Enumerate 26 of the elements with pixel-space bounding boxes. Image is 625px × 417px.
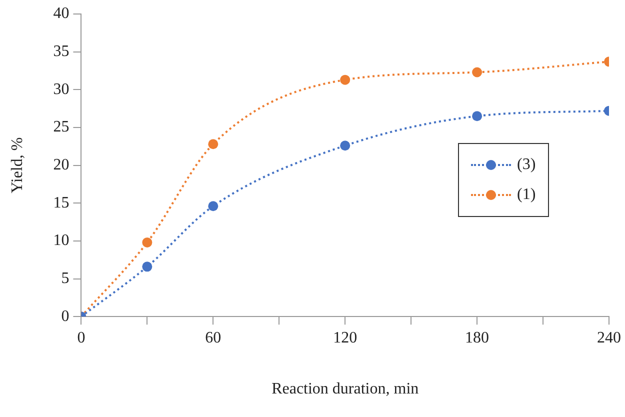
x-tick-label: 240 bbox=[597, 329, 621, 346]
y-tick-label: 35 bbox=[53, 43, 70, 60]
y-tick-label: 10 bbox=[53, 232, 70, 250]
point bbox=[472, 111, 482, 122]
legend-label: (1) bbox=[517, 186, 536, 204]
point bbox=[208, 139, 218, 150]
y-tick-label: 25 bbox=[53, 118, 70, 136]
point bbox=[142, 262, 152, 272]
point bbox=[472, 67, 482, 78]
x-tick-label: 0 bbox=[77, 329, 86, 346]
y-tick-label: 40 bbox=[53, 5, 70, 22]
y-axis-title: Yield, % bbox=[8, 137, 26, 194]
legend-label: (3) bbox=[517, 156, 536, 174]
x-tick-label: 60 bbox=[205, 329, 222, 346]
point bbox=[142, 237, 152, 248]
x-tick-label: 120 bbox=[333, 329, 358, 346]
point bbox=[340, 74, 350, 85]
x-axis-title: Reaction duration, min bbox=[272, 380, 419, 398]
y-tick-label: 15 bbox=[53, 194, 70, 212]
y-tick-label: 20 bbox=[53, 156, 70, 174]
y-tick-label: 5 bbox=[61, 270, 70, 287]
y-tick-label: 30 bbox=[53, 80, 70, 98]
x-tick-label: 180 bbox=[465, 329, 490, 346]
point bbox=[208, 201, 218, 212]
point bbox=[340, 140, 350, 151]
y-tick-label: 0 bbox=[61, 308, 70, 325]
